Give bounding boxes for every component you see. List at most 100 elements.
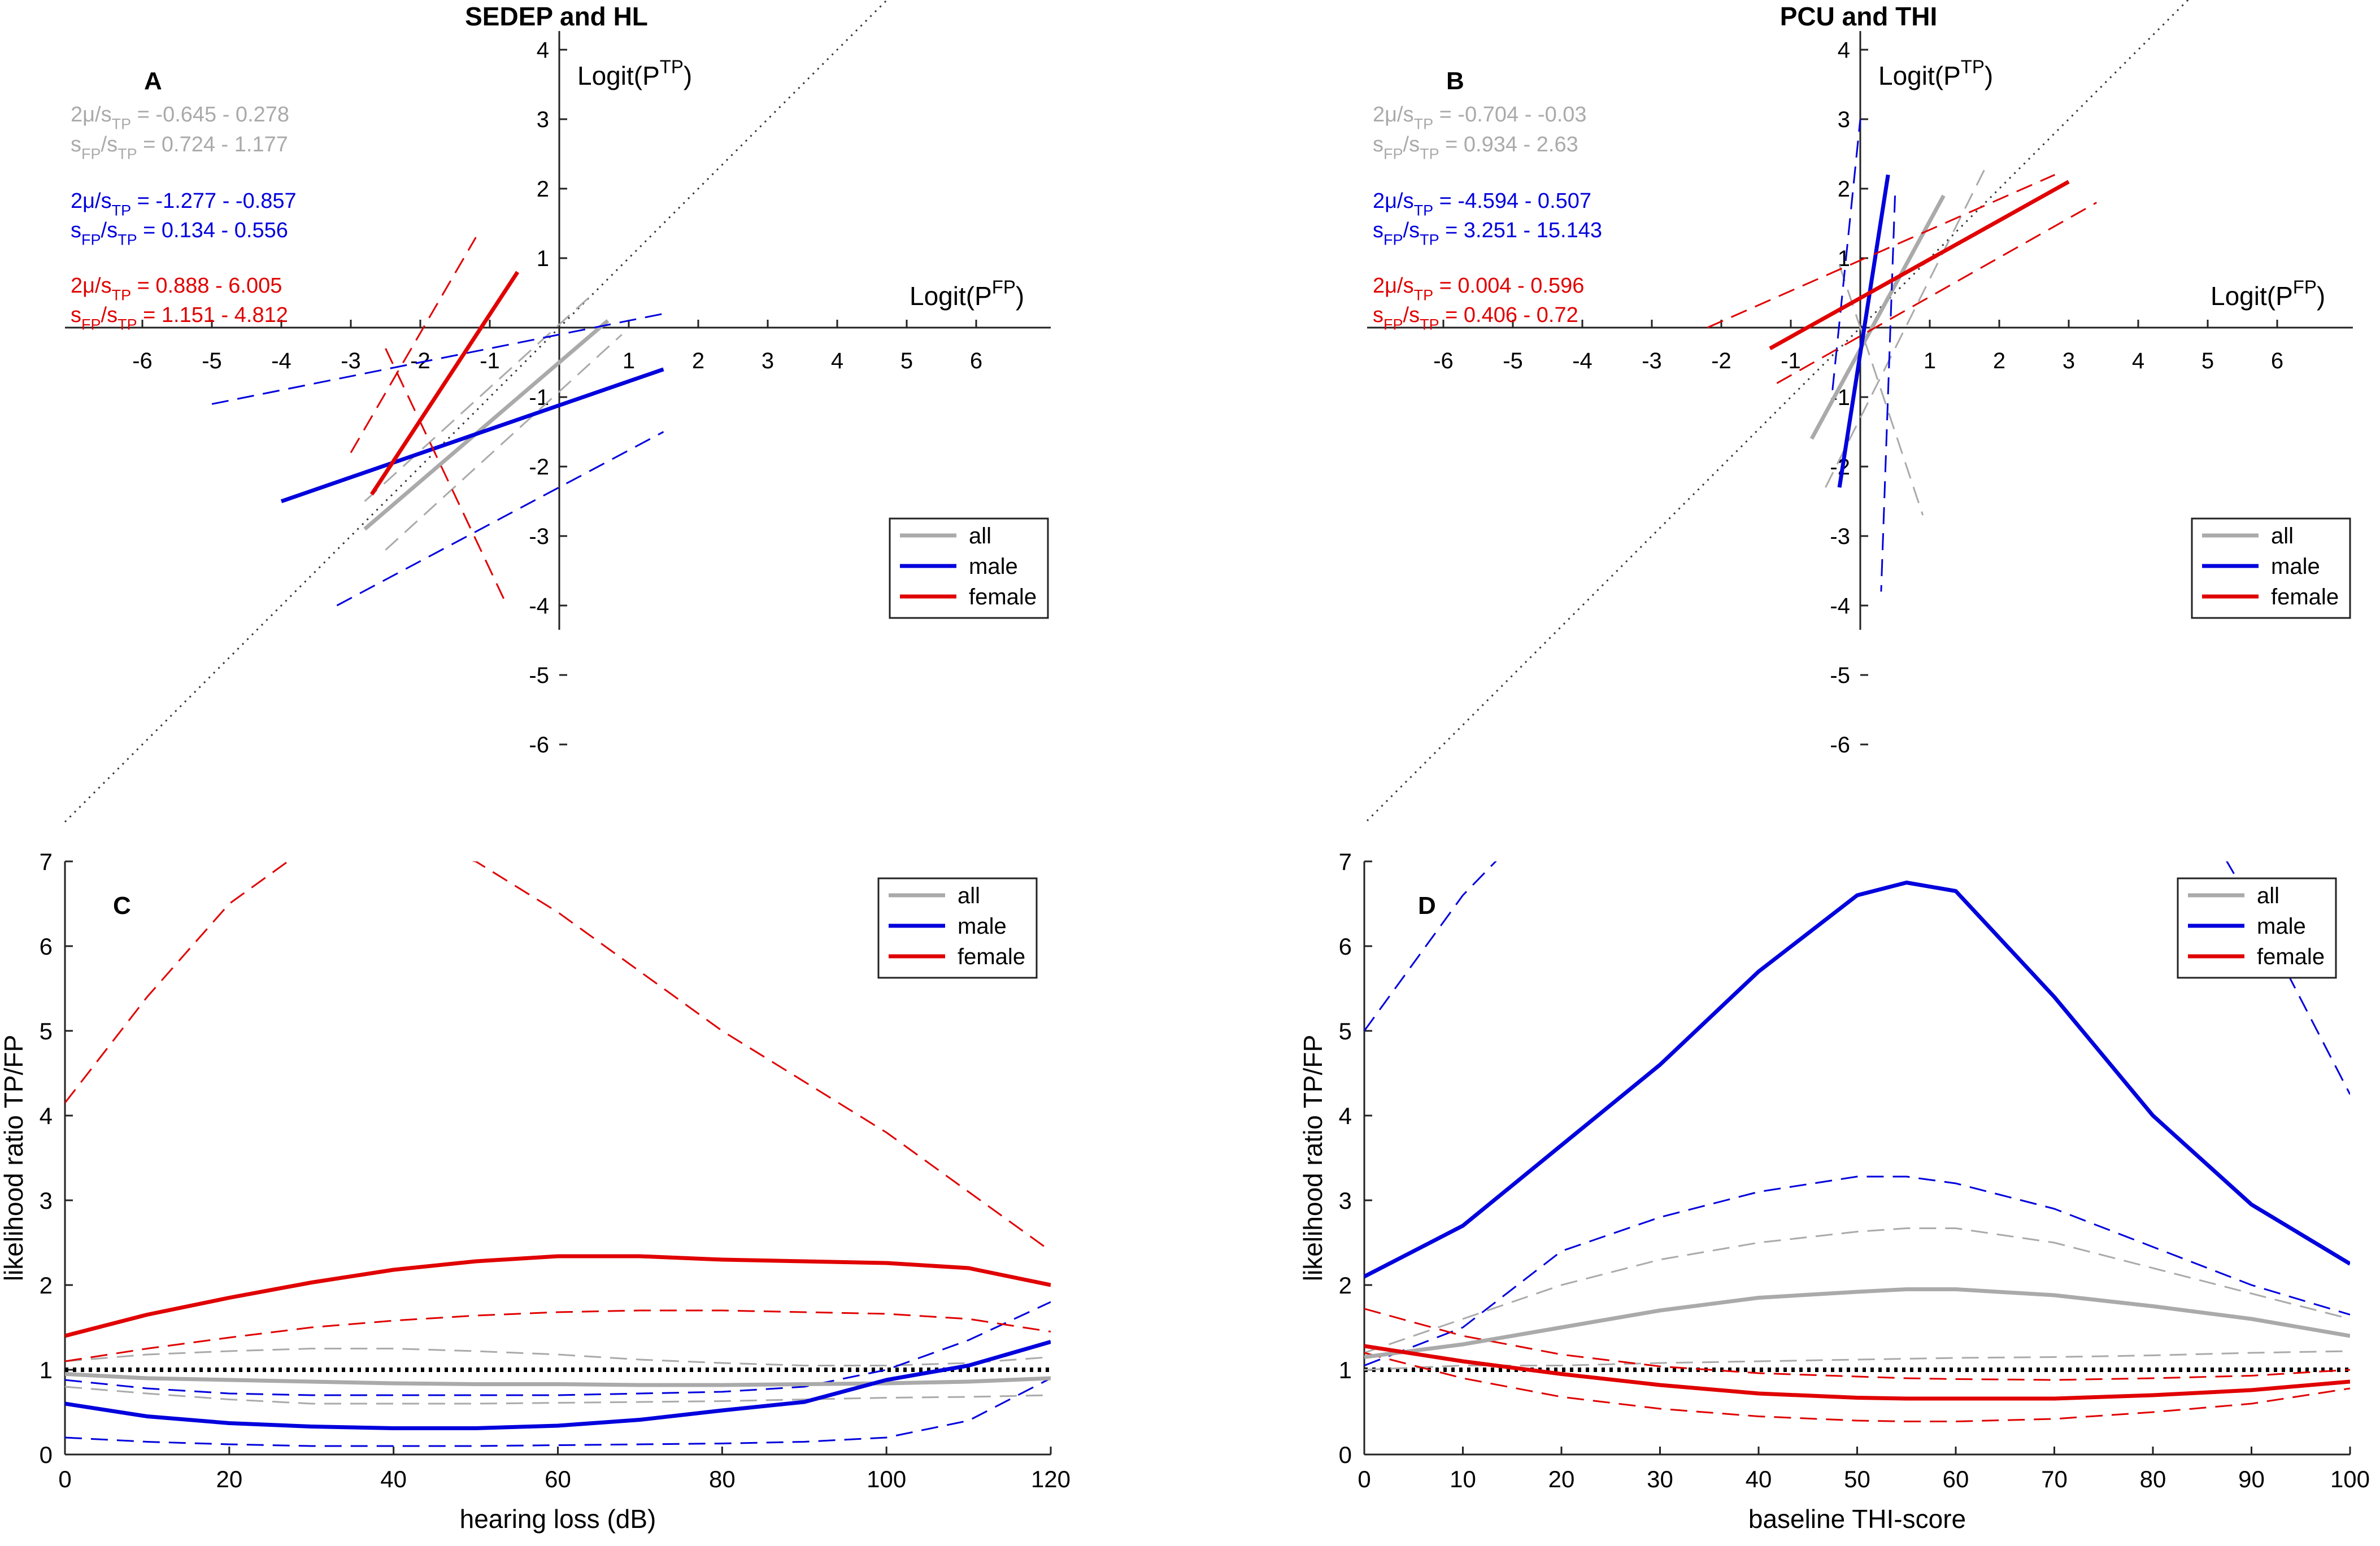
legend-label-male: male — [958, 914, 1007, 939]
panel-A: SEDEP and HLA-6-6-5-5-4-4-3-3-2-2-1-1112… — [64, 0, 1051, 823]
annotation-all: sFP/sTP = 0.934 - 2.63 — [1373, 133, 1578, 162]
y-tick-label: 4 — [1838, 38, 1850, 63]
x-tick-label: 0 — [1357, 1466, 1370, 1492]
y-tick-label: 3 — [1838, 107, 1850, 132]
y-tick-label: 3 — [537, 107, 549, 132]
y-tick-label: 3 — [40, 1187, 53, 1214]
ci-upper-all — [65, 1348, 1051, 1366]
fit-line-male — [280, 367, 664, 503]
ci-line-male — [336, 431, 664, 607]
ci-line-male — [1831, 119, 1861, 390]
y-axis-label: likelihood ratio TP/FP — [0, 1035, 28, 1281]
x-tick-label: 1 — [1924, 349, 1936, 373]
fit-line-all — [1809, 194, 1946, 440]
y-tick-label: 4 — [1339, 1103, 1352, 1129]
legend-label-all: all — [2271, 524, 2294, 548]
y-tick-label: 6 — [40, 933, 53, 960]
y-tick-label: 2 — [537, 177, 549, 202]
x-axis-label: baseline THI-score — [1748, 1504, 1966, 1534]
legend: all male female — [2177, 877, 2337, 979]
x-tick-label: -1 — [480, 349, 500, 373]
panel-C: 0 20 40 60 80 100 120 0 1 2 3 4 5 6 7 hearing loss (dB)… — [0, 848, 1071, 1534]
x-tick-label: 4 — [831, 349, 843, 373]
x-tick-label: -2 — [1711, 349, 1731, 373]
legend-label-male: male — [2271, 554, 2320, 579]
annotation-all: 2μ/sTP = -0.704 - -0.03 — [1373, 103, 1587, 132]
legend-label-male: male — [2257, 914, 2306, 939]
x-tick-label: 40 — [380, 1466, 407, 1492]
ci-lower-female — [1364, 1352, 2350, 1422]
x-tick-label: 60 — [545, 1466, 571, 1492]
x-tick-label: 5 — [900, 349, 913, 373]
y-tick-label: 1 — [40, 1357, 53, 1383]
x-tick-label: 10 — [1450, 1466, 1476, 1492]
ci-lower-all — [65, 1386, 1051, 1405]
legend: all male female — [889, 517, 1049, 619]
plot-area — [1364, 861, 2350, 1422]
x-tick-label: 20 — [216, 1466, 242, 1492]
x-tick-label: 1 — [623, 349, 635, 373]
ci-upper-all — [1364, 1227, 2350, 1354]
y-tick-label: -6 — [1830, 733, 1850, 757]
y-tick-label: 7 — [40, 848, 53, 875]
ci-line-female — [385, 348, 504, 599]
y-tick-label: -2 — [529, 455, 549, 480]
panel-title: SEDEP and HL — [465, 2, 648, 31]
y-tick-label: -1 — [529, 385, 549, 410]
fit-line-female — [369, 271, 520, 496]
y-tick-label: 5 — [40, 1018, 53, 1044]
y-tick-label: -4 — [529, 594, 549, 619]
x-tick-label: 0 — [58, 1466, 71, 1492]
y-tick-label: 2 — [1838, 177, 1850, 202]
ci-line-all — [1838, 264, 1924, 516]
x-tick-label: 60 — [1943, 1466, 1969, 1492]
panel-label: A — [144, 67, 162, 95]
legend-label-all: all — [958, 883, 980, 908]
legend-label-female: female — [2271, 585, 2339, 609]
ci-line-female — [1776, 202, 2097, 384]
x-tick-label: 100 — [867, 1466, 906, 1492]
panel-D: 0 10 20 30 40 50 60 70 80 90 100 0 1 2 3 4 5 6 7 baseline T… — [1298, 848, 2370, 1534]
x-tick-label: -5 — [202, 349, 222, 373]
y-tick-label: 0 — [1339, 1442, 1352, 1468]
fit-line-male — [1837, 174, 1890, 488]
ci-lower-female — [65, 1309, 1051, 1362]
panel-B: PCU and THIB-6-6-5-5-4-4-3-3-2-2-1-11122… — [1366, 0, 2353, 822]
series-line-female — [65, 1254, 1051, 1338]
annotation-female: sFP/sTP = 0.406 - 0.72 — [1373, 303, 1578, 333]
y-tick-label: 4 — [537, 38, 549, 63]
x-tick-label: 5 — [2201, 349, 2214, 373]
legend: all male female — [877, 877, 1038, 979]
x-tick-label: 20 — [1548, 1466, 1575, 1492]
legend-box — [889, 517, 1049, 619]
ci-upper-female — [65, 861, 1051, 1252]
plot-area — [65, 861, 1051, 1447]
x-tick-label: -4 — [1572, 349, 1593, 373]
x-tick-label: 50 — [1844, 1466, 1870, 1492]
x-tick-label: 6 — [2271, 349, 2283, 373]
ci-lower-male — [65, 1377, 1051, 1447]
x-tick-label: 2 — [1993, 349, 2005, 373]
ci-line-male — [1880, 195, 1896, 592]
x-tick-label: 120 — [1031, 1466, 1071, 1492]
fit-line-female — [1769, 180, 2070, 350]
annotation-male: sFP/sTP = 3.251 - 15.143 — [1373, 219, 1602, 248]
y-tick-label: -4 — [1830, 594, 1850, 619]
annotation-male: 2μ/sTP = -4.594 - 0.507 — [1373, 189, 1591, 219]
x-tick-label: 100 — [2330, 1466, 2370, 1492]
y-tick-label: 0 — [40, 1442, 53, 1468]
x-tick-label: 70 — [2041, 1466, 2068, 1492]
x-tick-label: 3 — [2063, 349, 2075, 373]
series-line-all — [65, 1372, 1051, 1387]
y-tick-label: 5 — [1339, 1018, 1352, 1044]
x-tick-label: 3 — [762, 349, 774, 373]
legend: all male female — [2191, 517, 2351, 619]
x-tick-label: 80 — [2140, 1466, 2166, 1492]
annotation-all: 2μ/sTP = -0.645 - 0.278 — [71, 103, 289, 132]
y-axis-label: likelihood ratio TP/FP — [1298, 1035, 1328, 1281]
y-tick-label: 4 — [40, 1103, 53, 1129]
legend-label-female: female — [958, 944, 1025, 969]
panel-label: C — [113, 892, 131, 920]
panel-label: B — [1446, 67, 1464, 95]
annotation-female: 2μ/sTP = 0.004 - 0.596 — [1373, 274, 1584, 303]
